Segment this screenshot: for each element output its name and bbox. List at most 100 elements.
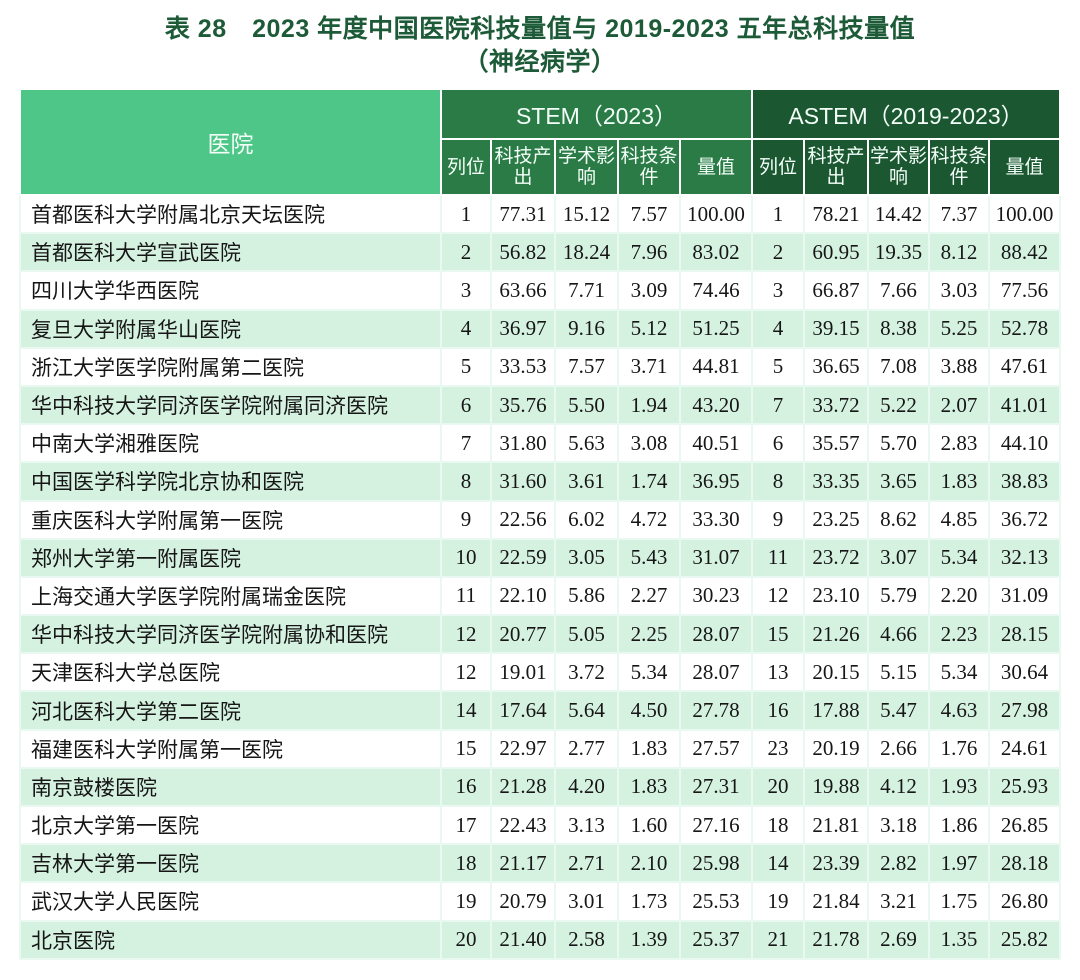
astem-acad-impact-cell: 5.79 xyxy=(866,575,930,617)
table-row: 北京医院 20 21.40 2.58 1.39 25.37 21 21.78 2.69 1.35 2… xyxy=(18,919,1062,960)
astem-rank-cell: 14 xyxy=(750,843,805,884)
astem-sci-condition-cell: 1.93 xyxy=(927,766,990,808)
stem-acad-impact-cell: 7.71 xyxy=(553,270,619,311)
stem-rank-cell: 6 xyxy=(439,384,492,426)
astem-rank-cell: 5 xyxy=(750,346,805,387)
table-row: 华中科技大学同济医学院附属同济医院 6 35.76 5.50 1.94 43.20 7 33.… xyxy=(18,384,1062,426)
stem-sci-output-cell: 20.77 xyxy=(489,614,556,655)
stem-sci-condition-cell: 2.27 xyxy=(616,575,681,617)
stem-rank-cell: 11 xyxy=(439,575,492,617)
stem-sci-output-cell: 22.43 xyxy=(489,804,556,846)
astem-sci-output-cell: 23.10 xyxy=(802,575,869,617)
astem-sci-condition-cell: 8.12 xyxy=(927,232,990,273)
hospital-name: 吉林大学第一医院 xyxy=(18,843,442,884)
stem-acad-impact-cell: 3.05 xyxy=(553,537,619,578)
astem-rank-cell: 11 xyxy=(750,537,805,578)
astem-sci-condition-cell: 1.76 xyxy=(927,728,990,769)
stem-sci-condition-cell: 1.74 xyxy=(616,461,681,502)
stem-value-cell: 31.07 xyxy=(678,537,753,578)
astem-rank-cell: 8 xyxy=(750,461,805,502)
astem-sci-condition-cell: 5.25 xyxy=(927,308,990,349)
astem-rank-cell: 1 xyxy=(750,193,805,235)
astem-sci-output-cell: 66.87 xyxy=(802,270,869,311)
astem-rank-cell: 6 xyxy=(750,423,805,464)
table-row: 北京大学第一医院 17 22.43 3.13 1.60 27.16 18 21.81 3.18 1… xyxy=(18,804,1062,846)
astem-sci-condition-cell: 1.75 xyxy=(927,881,990,922)
stem-acad-impact-cell: 2.77 xyxy=(553,728,619,769)
astem-rank-cell: 3 xyxy=(750,270,805,311)
astem-sci-condition-cell: 3.03 xyxy=(927,270,990,311)
astem-value-cell: 25.93 xyxy=(987,766,1062,808)
astem-sci-output-cell: 35.57 xyxy=(802,423,869,464)
astem-value-header: 量值 xyxy=(987,138,1062,196)
hospital-name: 华中科技大学同济医学院附属协和医院 xyxy=(18,614,442,655)
stem-value-cell: 28.07 xyxy=(678,652,753,693)
astem-sci-output-cell: 23.25 xyxy=(802,499,869,540)
astem-acad-impact-cell: 8.38 xyxy=(866,308,930,349)
stem-rank-cell: 18 xyxy=(439,843,492,884)
hospital-column-header: 医院 xyxy=(18,88,442,196)
astem-value-cell: 32.13 xyxy=(987,537,1062,578)
stem-sci-output-cell: 20.79 xyxy=(489,881,556,922)
astem-rank-cell: 12 xyxy=(750,575,805,617)
astem-acad-impact-cell: 5.47 xyxy=(866,690,930,731)
astem-rank-cell: 19 xyxy=(750,881,805,922)
stem-sci-condition-cell: 1.83 xyxy=(616,728,681,769)
stem-rank-cell: 9 xyxy=(439,499,492,540)
astem-acad-impact-cell: 2.82 xyxy=(866,843,930,884)
stem-value-cell: 33.30 xyxy=(678,499,753,540)
astem-value-cell: 30.64 xyxy=(987,652,1062,693)
astem-sci-output-cell: 21.84 xyxy=(802,881,869,922)
stem-sci-output-cell: 22.97 xyxy=(489,728,556,769)
astem-sci-output-cell: 39.15 xyxy=(802,308,869,349)
astem-acad-impact-cell: 3.65 xyxy=(866,461,930,502)
stem-sci-output-cell: 33.53 xyxy=(489,346,556,387)
table-row: 复旦大学附属华山医院 4 36.97 9.16 5.12 51.25 4 39.15 8.38 5… xyxy=(18,308,1062,349)
stem-sci-output-cell: 31.60 xyxy=(489,461,556,502)
astem-group-header: ASTEM（2019-2023） xyxy=(750,88,1062,140)
astem-sci-condition-header: 科技条件 xyxy=(927,138,990,196)
astem-value-cell: 41.01 xyxy=(987,384,1062,426)
astem-value-cell: 47.61 xyxy=(987,346,1062,387)
stem-sci-condition-cell: 7.96 xyxy=(616,232,681,273)
astem-value-cell: 44.10 xyxy=(987,423,1062,464)
hospital-name: 武汉大学人民医院 xyxy=(18,881,442,922)
stem-sci-condition-cell: 3.08 xyxy=(616,423,681,464)
astem-acad-impact-cell: 8.62 xyxy=(866,499,930,540)
hospital-name: 河北医科大学第二医院 xyxy=(18,690,442,731)
stem-value-cell: 25.37 xyxy=(678,919,753,960)
astem-sci-condition-cell: 5.34 xyxy=(927,652,990,693)
table-subtitle: （神经病学） xyxy=(463,48,617,76)
table-row: 浙江大学医学院附属第二医院 5 33.53 7.57 3.71 44.81 5 36.65 7.… xyxy=(18,346,1062,387)
astem-rank-cell: 7 xyxy=(750,384,805,426)
astem-rank-cell: 23 xyxy=(750,728,805,769)
hospital-name: 浙江大学医学院附属第二医院 xyxy=(18,346,442,387)
astem-acad-impact-cell: 19.35 xyxy=(866,232,930,273)
stem-acad-impact-cell: 9.16 xyxy=(553,308,619,349)
table-row: 福建医科大学附属第一医院 15 22.97 2.77 1.83 27.57 23 20.19 2… xyxy=(18,728,1062,769)
astem-sci-output-cell: 20.15 xyxy=(802,652,869,693)
stem-sci-output-cell: 19.01 xyxy=(489,652,556,693)
astem-sci-condition-cell: 5.34 xyxy=(927,537,990,578)
stem-sci-output-cell: 56.82 xyxy=(489,232,556,273)
stem-acad-impact-cell: 18.24 xyxy=(553,232,619,273)
stem-sci-output-cell: 21.40 xyxy=(489,919,556,960)
stem-acad-impact-cell: 5.50 xyxy=(553,384,619,426)
astem-acad-impact-cell: 7.08 xyxy=(866,346,930,387)
astem-sci-output-cell: 19.88 xyxy=(802,766,869,808)
stem-acad-impact-cell: 5.05 xyxy=(553,614,619,655)
stem-rank-cell: 5 xyxy=(439,346,492,387)
table-row: 重庆医科大学附属第一医院 9 22.56 6.02 4.72 33.30 9 23.25 8.6… xyxy=(18,499,1062,540)
stem-sci-output-cell: 21.17 xyxy=(489,843,556,884)
stem-rank-cell: 15 xyxy=(439,728,492,769)
hospital-name: 上海交通大学医学院附属瑞金医院 xyxy=(18,575,442,617)
stem-acad-impact-cell: 3.61 xyxy=(553,461,619,502)
hospital-name: 中国医学科学院北京协和医院 xyxy=(18,461,442,502)
astem-value-cell: 100.00 xyxy=(987,193,1062,235)
stem-value-cell: 27.31 xyxy=(678,766,753,808)
stem-rank-cell: 12 xyxy=(439,614,492,655)
astem-sci-output-cell: 33.72 xyxy=(802,384,869,426)
astem-acad-impact-cell: 2.69 xyxy=(866,919,930,960)
stem-value-cell: 25.98 xyxy=(678,843,753,884)
stem-sci-output-cell: 35.76 xyxy=(489,384,556,426)
